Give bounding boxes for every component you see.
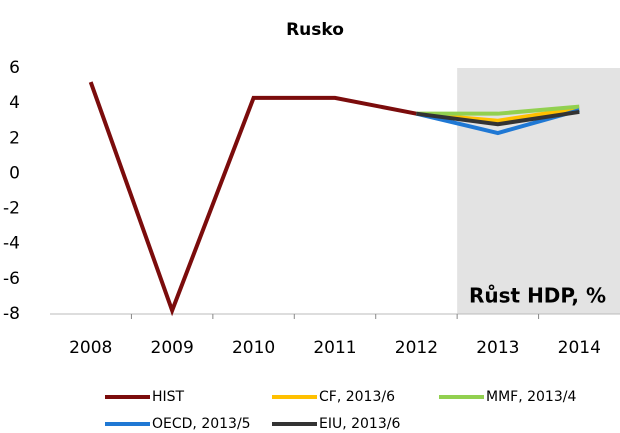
y-tick-label: 6	[9, 58, 20, 78]
series-line	[416, 104, 580, 116]
x-tick-label: 2012	[395, 338, 438, 358]
legend-label: EIU, 2013/6	[319, 416, 400, 432]
y-tick-label: -6	[3, 269, 20, 289]
x-tick-label: 2010	[232, 338, 275, 358]
x-tick-label: 2013	[476, 338, 519, 358]
legend-label: MMF, 2013/4	[486, 389, 576, 405]
forecast-shade	[457, 68, 620, 314]
y-tick-label: -4	[3, 234, 20, 254]
y-tick-label: 0	[9, 163, 20, 183]
y-tick-label: -2	[3, 199, 20, 219]
series-line	[416, 109, 580, 127]
series-line	[88, 81, 417, 317]
x-tick-label: 2011	[313, 338, 356, 358]
legend-label: HIST	[152, 389, 185, 405]
chart-title: Rusko	[286, 20, 344, 40]
legend-label: OECD, 2013/5	[152, 416, 251, 432]
x-tick-label: 2009	[151, 338, 194, 358]
annotation: Růst HDP, %	[469, 284, 606, 308]
x-tick-label: 2008	[69, 338, 112, 358]
y-tick-label: 2	[9, 128, 20, 148]
y-tick-label: 4	[9, 93, 20, 113]
legend-label: CF, 2013/6	[319, 389, 395, 405]
y-tick-label: -8	[3, 304, 20, 324]
x-tick-label: 2014	[558, 338, 601, 358]
